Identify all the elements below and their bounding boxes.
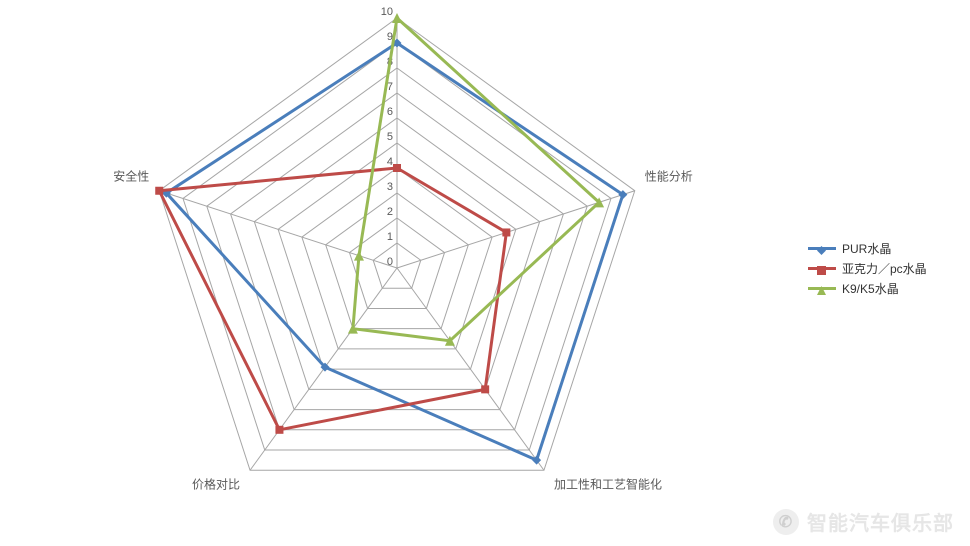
legend-item: PUR水晶: [808, 238, 927, 258]
svg-text:4: 4: [387, 156, 393, 168]
svg-text:安全性: 安全性: [113, 169, 149, 184]
svg-text:性能分析: 性能分析: [645, 170, 693, 184]
legend-label: PUR水晶: [842, 240, 891, 257]
svg-text:0: 0: [387, 256, 393, 268]
svg-text:价格对比: 价格对比: [192, 476, 240, 491]
chart-legend: PUR水晶亚克力／pc水晶 K9/K5水晶: [808, 238, 927, 298]
svg-text:5: 5: [387, 131, 393, 143]
legend-label: K9/K5水晶: [842, 280, 899, 297]
legend-label: 亚克力／pc水晶: [842, 260, 927, 277]
svg-text:加工性和工艺智能化: 加工性和工艺智能化: [554, 476, 662, 491]
watermark: ✆ 智能汽车俱乐部: [773, 507, 954, 536]
svg-text:2: 2: [387, 206, 393, 218]
svg-text:10: 10: [381, 6, 393, 18]
legend-item: 亚克力／pc水晶: [808, 258, 927, 278]
wechat-icon: ✆: [773, 509, 799, 535]
legend-item: K9/K5水晶: [808, 278, 927, 298]
svg-text:6: 6: [387, 106, 393, 118]
watermark-text: 智能汽车俱乐部: [807, 507, 954, 536]
svg-text:1: 1: [387, 231, 393, 243]
svg-text:3: 3: [387, 181, 393, 193]
